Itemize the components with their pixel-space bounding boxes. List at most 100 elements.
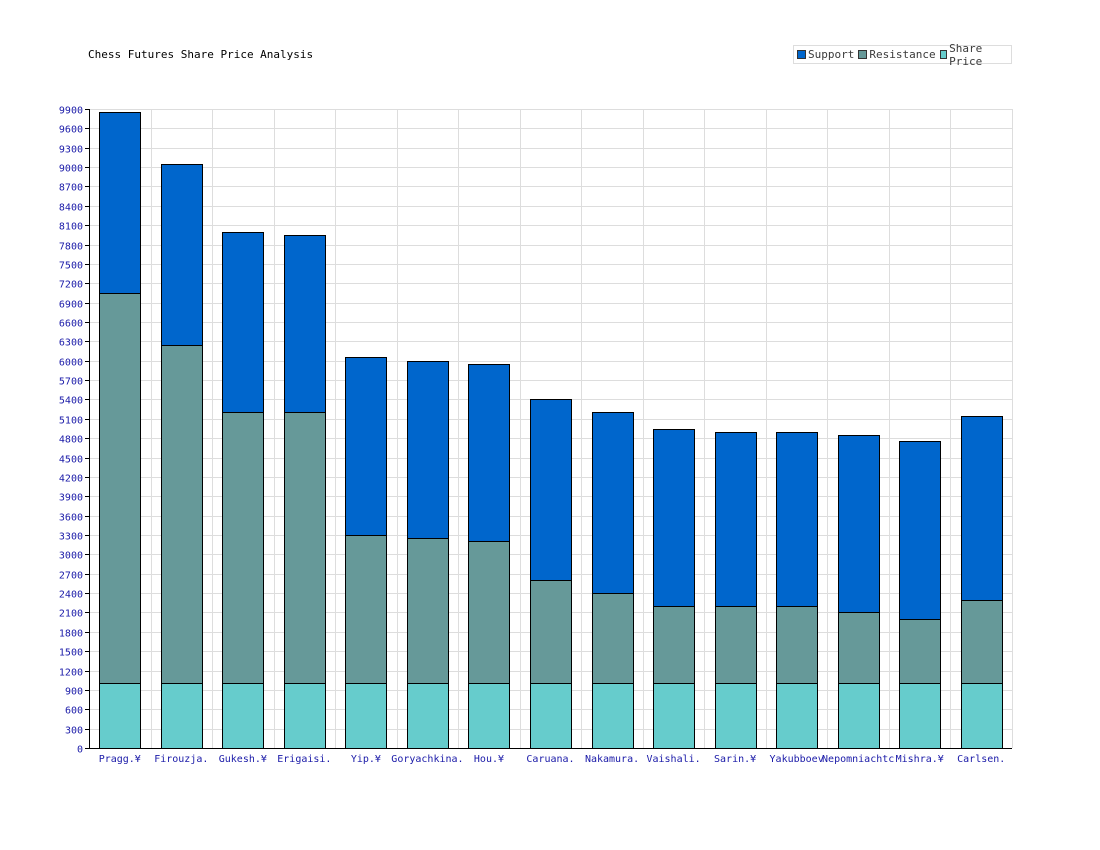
bar-segment-share-price — [161, 683, 203, 749]
y-tick-label: 8700 — [59, 183, 83, 194]
y-tick-label: 7800 — [59, 242, 83, 253]
bar-segment-support — [961, 416, 1003, 601]
bar-segment-support — [407, 361, 449, 539]
x-tick-label: Carlsen. — [957, 754, 1005, 765]
bar-segment-support — [653, 429, 695, 607]
legend: Support Resistance Share Price — [793, 42, 1012, 68]
y-tick-label: 4200 — [59, 474, 83, 485]
y-tick-label: 2100 — [59, 609, 83, 620]
legend-item: Support — [797, 48, 854, 61]
x-tick-label: Vaishali. — [646, 754, 700, 765]
bar-segment-resistance — [592, 593, 634, 684]
y-tick-label: 6900 — [59, 300, 83, 311]
y-tick-label: 5700 — [59, 377, 83, 388]
x-tick-label: Gukesh.¥ — [219, 754, 267, 765]
legend-swatch — [858, 50, 868, 59]
bar-segment-resistance — [653, 606, 695, 684]
x-tick-label: Nepomniachtc — [822, 754, 894, 765]
x-tick-label: Nakamura. — [585, 754, 639, 765]
y-tick-label: 9900 — [59, 106, 83, 117]
y-tick-label: 900 — [65, 687, 83, 698]
bar-segment-support — [530, 399, 572, 581]
bar-segment-resistance — [715, 606, 757, 684]
bar-segment-resistance — [899, 619, 941, 684]
y-tick-label: 300 — [65, 726, 83, 737]
bar-segment-share-price — [899, 683, 941, 749]
x-tick-label: Mishra.¥ — [896, 754, 944, 765]
bar-segment-share-price — [715, 683, 757, 749]
bar-segment-share-price — [530, 683, 572, 749]
bar-segment-resistance — [468, 541, 510, 684]
y-tick-label: 9600 — [59, 125, 83, 136]
x-tick-label: Yip.¥ — [351, 754, 381, 765]
bar-segment-share-price — [345, 683, 387, 749]
bar-segment-support — [715, 432, 757, 607]
bar-segment-resistance — [838, 612, 880, 684]
y-tick-label: 5100 — [59, 416, 83, 427]
legend-label: Resistance — [869, 48, 936, 61]
bar-segment-share-price — [222, 683, 264, 749]
x-tick-label: Hou.¥ — [474, 754, 504, 765]
y-tick-label: 4500 — [59, 455, 83, 466]
bar-segment-resistance — [222, 412, 264, 684]
bar-segment-resistance — [530, 580, 572, 684]
x-tick-label: Yakubboev — [770, 754, 824, 765]
legend-item: Share Price — [939, 42, 1007, 68]
y-tick-label: 7200 — [59, 280, 83, 291]
bar-segment-resistance — [407, 538, 449, 684]
bar-segment-support — [899, 441, 941, 620]
bar-segment-share-price — [284, 683, 326, 749]
y-tick-label: 3300 — [59, 532, 83, 543]
bar-segment-support — [468, 364, 510, 542]
y-tick-label: 2400 — [59, 590, 83, 601]
x-tick-label: Caruana. — [526, 754, 574, 765]
bar-segment-resistance — [99, 293, 141, 684]
bar-segment-share-price — [653, 683, 695, 749]
x-tick-label: Pragg.¥ — [99, 754, 141, 765]
bar-segment-support — [284, 235, 326, 413]
y-tick-label: 3000 — [59, 551, 83, 562]
bar-segment-share-price — [776, 683, 818, 749]
bar-segment-share-price — [468, 683, 510, 749]
y-tick-label: 5400 — [59, 396, 83, 407]
bar-segment-share-price — [838, 683, 880, 749]
y-tick-label: 1500 — [59, 648, 83, 659]
bar-segment-share-price — [99, 683, 141, 749]
y-tick-label: 8100 — [59, 222, 83, 233]
bar-segment-resistance — [961, 600, 1003, 684]
y-tick-label: 2700 — [59, 571, 83, 582]
legend-item: Resistance — [858, 48, 936, 61]
legend-swatch — [939, 50, 948, 59]
x-tick-label: Firouzja. — [154, 754, 208, 765]
y-tick-label: 6000 — [59, 358, 83, 369]
bar-segment-support — [345, 357, 387, 536]
y-tick-label: 1800 — [59, 629, 83, 640]
legend-label: Support — [808, 48, 855, 61]
y-tick-label: 7500 — [59, 261, 83, 272]
bar-segment-support — [838, 435, 880, 613]
y-tick-label: 0 — [77, 745, 83, 756]
chart-title: Chess Futures Share Price Analysis — [88, 48, 314, 61]
y-tick-label: 1200 — [59, 668, 83, 679]
y-tick-label: 6300 — [59, 338, 83, 349]
y-tick-label: 600 — [65, 706, 83, 717]
bar-segment-support — [222, 232, 264, 413]
bar-segment-share-price — [961, 683, 1003, 749]
y-tick-label: 6600 — [59, 319, 83, 330]
y-tick-label: 8400 — [59, 203, 83, 214]
x-tick-label: Goryachkina. — [391, 754, 463, 765]
bar-segment-support — [161, 164, 203, 346]
bar-segment-resistance — [776, 606, 818, 684]
bar-segment-support — [592, 412, 634, 594]
bar-segment-resistance — [161, 345, 203, 684]
y-tick-label: 3600 — [59, 513, 83, 524]
bar-segment-resistance — [284, 412, 326, 684]
bar-segment-support — [99, 112, 141, 294]
x-tick-label: Erigaisi. — [277, 754, 331, 765]
y-tick-label: 9000 — [59, 164, 83, 175]
bar-segment-share-price — [407, 683, 449, 749]
legend-swatch — [797, 50, 806, 59]
y-tick-label: 3900 — [59, 493, 83, 504]
y-tick-label: 4800 — [59, 435, 83, 446]
